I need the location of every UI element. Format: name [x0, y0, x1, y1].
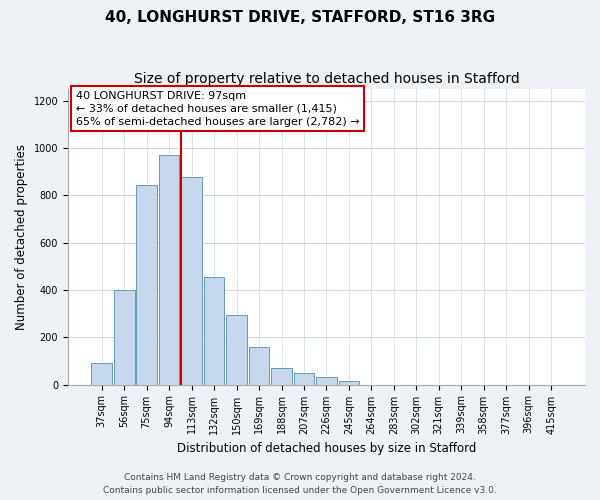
- Bar: [91, 364, 112, 384]
- Bar: [204, 277, 224, 384]
- Bar: [316, 377, 337, 384]
- Bar: [136, 185, 157, 384]
- Bar: [114, 290, 134, 384]
- X-axis label: Distribution of detached houses by size in Stafford: Distribution of detached houses by size …: [177, 442, 476, 455]
- Title: Size of property relative to detached houses in Stafford: Size of property relative to detached ho…: [134, 72, 520, 86]
- Text: Contains HM Land Registry data © Crown copyright and database right 2024.
Contai: Contains HM Land Registry data © Crown c…: [103, 474, 497, 495]
- Bar: [271, 368, 292, 384]
- Bar: [249, 346, 269, 385]
- Y-axis label: Number of detached properties: Number of detached properties: [15, 144, 28, 330]
- Bar: [181, 176, 202, 384]
- Bar: [159, 156, 179, 384]
- Bar: [293, 372, 314, 384]
- Text: 40, LONGHURST DRIVE, STAFFORD, ST16 3RG: 40, LONGHURST DRIVE, STAFFORD, ST16 3RG: [105, 10, 495, 25]
- Bar: [338, 381, 359, 384]
- Text: 40 LONGHURST DRIVE: 97sqm
← 33% of detached houses are smaller (1,415)
65% of se: 40 LONGHURST DRIVE: 97sqm ← 33% of detac…: [76, 90, 359, 127]
- Bar: [226, 315, 247, 384]
